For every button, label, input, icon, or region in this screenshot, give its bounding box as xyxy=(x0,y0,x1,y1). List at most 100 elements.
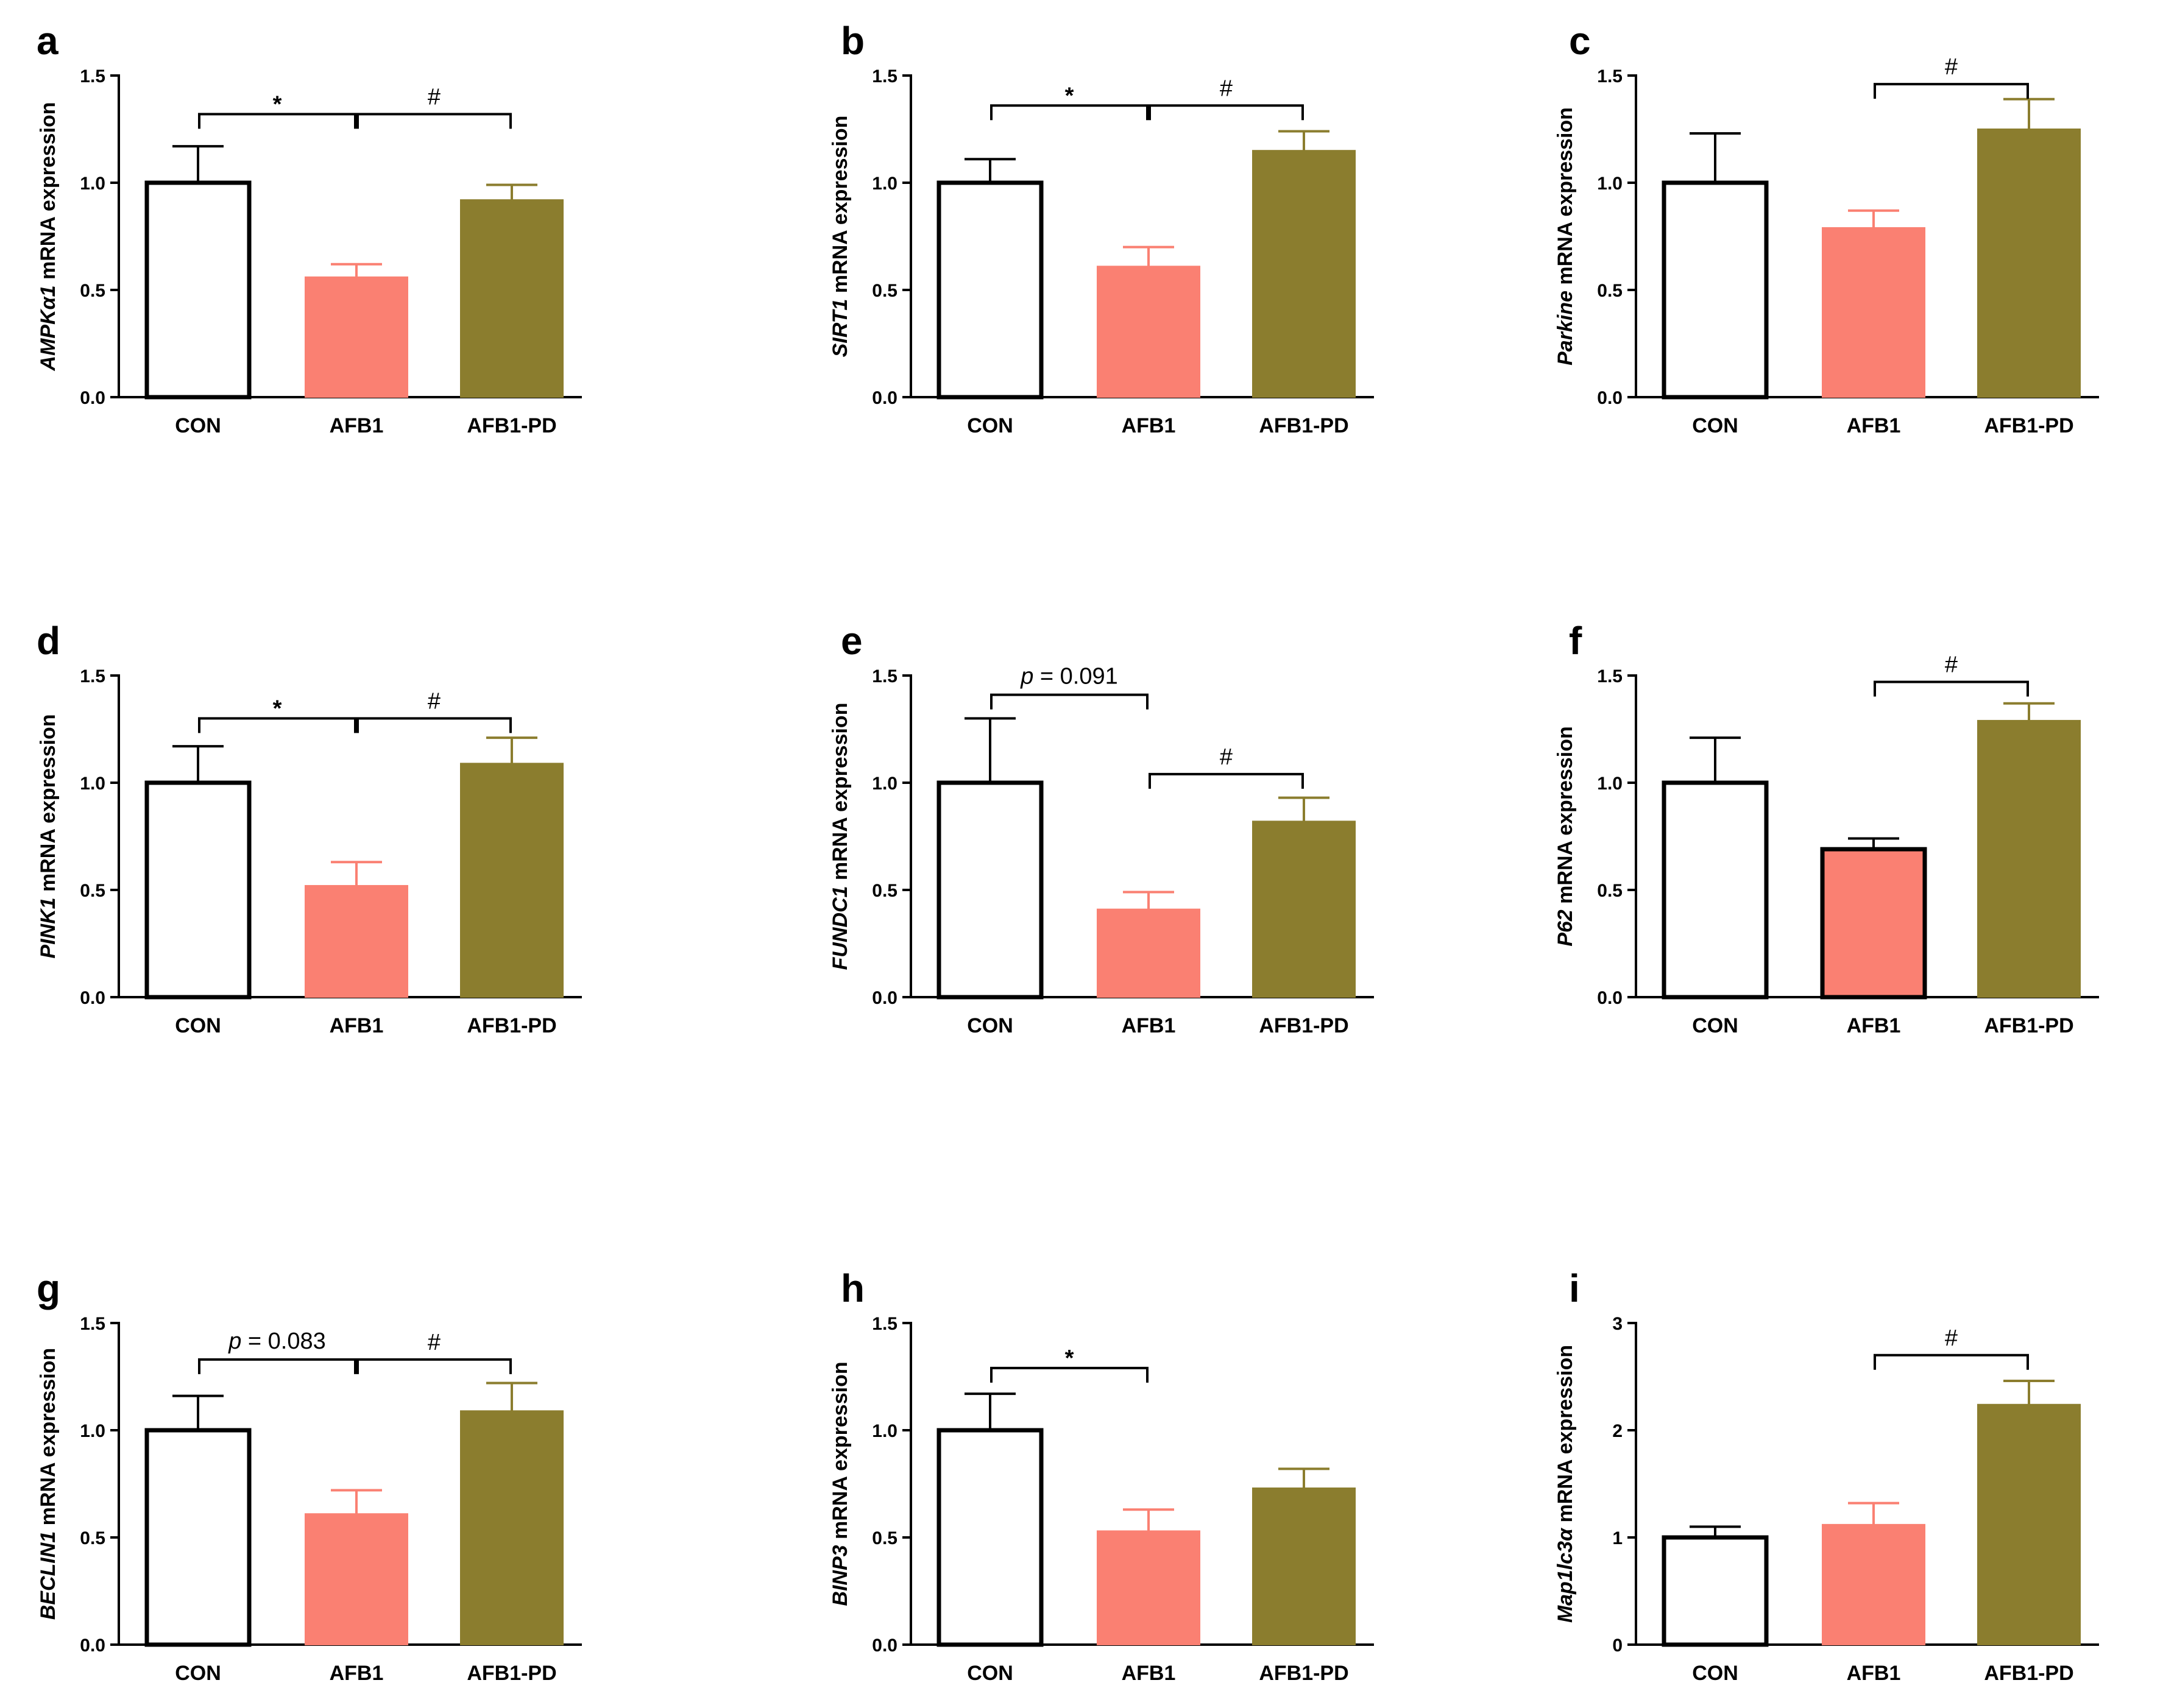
x-tick-label: AFB1 xyxy=(1122,414,1176,437)
significance-bracket xyxy=(356,113,512,129)
y-tick-label: 0.0 xyxy=(1597,988,1623,1008)
x-tick-label: AFB1 xyxy=(1122,1662,1176,1685)
y-tick-label: 1.5 xyxy=(80,666,105,686)
significance-bracket xyxy=(990,104,1149,121)
y-tick-label: 0.0 xyxy=(80,1636,105,1656)
chart-panel-h: h 0.0 0.5 1.0 1.5 BINP3 mRNA expression CON AFB… xyxy=(829,1266,1374,1685)
x-tick-label: AFB1-PD xyxy=(1984,414,2073,437)
y-tick-label: 2 xyxy=(1612,1421,1623,1441)
x-tick-label: AFB1-PD xyxy=(1259,1014,1348,1037)
y-tick-label: 1.0 xyxy=(872,174,897,194)
y-tick-label: 1.5 xyxy=(80,66,105,86)
panel-letter: h xyxy=(841,1266,865,1310)
bar-afb1 xyxy=(305,1513,408,1646)
y-axis-label: SIRT1 mRNA expression xyxy=(829,116,852,358)
y-tick-label: 0.5 xyxy=(1597,281,1623,301)
chart-panel-f: f 0.0 0.5 1.0 1.5 P62 mRNA expression CON AFB1 A… xyxy=(1554,619,2099,1037)
significance-hash: # xyxy=(1220,744,1233,770)
significance-bracket xyxy=(198,717,356,733)
x-tick-label: CON xyxy=(1692,1014,1738,1037)
chart-panel-a: a 0.0 0.5 1.0 1.5 AMPKα1 mRNA expression CON AF… xyxy=(37,19,582,437)
chart-panel-g: g 0.0 0.5 1.0 1.5 BECLIN1 mRNA expression CON A… xyxy=(37,1266,582,1685)
y-tick-label: 1.0 xyxy=(1597,774,1623,794)
bar-con xyxy=(144,180,252,400)
y-tick-label: 0.0 xyxy=(80,988,105,1008)
significance-star: * xyxy=(273,91,282,117)
y-tick-label: 0.0 xyxy=(872,388,897,408)
panel-letter: b xyxy=(841,19,865,63)
x-tick-label: CON xyxy=(175,1014,221,1037)
bar-con xyxy=(1662,180,1769,400)
bar-con xyxy=(1662,1535,1769,1647)
significance-hash: # xyxy=(1220,76,1233,101)
x-tick-label: AFB1-PD xyxy=(467,1014,556,1037)
significance-bracket xyxy=(990,1366,1149,1383)
significance-hash: # xyxy=(1945,54,1958,80)
p-value-label: p = 0.091 xyxy=(1020,664,1118,690)
chart-panel-e: e 0.0 0.5 1.0 1.5 FUNDC1 mRNA expression CON AF… xyxy=(829,619,1374,1037)
x-tick-label: AFB1 xyxy=(330,1662,384,1685)
x-tick-label: CON xyxy=(1692,414,1738,437)
p-value-label: p = 0.083 xyxy=(228,1329,326,1354)
significance-star: * xyxy=(1065,1346,1074,1371)
significance-bracket xyxy=(1874,680,2029,697)
y-axis-label: BECLIN1 mRNA expression xyxy=(37,1348,60,1620)
significance-bracket xyxy=(1149,772,1304,789)
panel-letter: c xyxy=(1569,19,1591,63)
significance-hash: # xyxy=(428,84,441,110)
panel-letter: g xyxy=(37,1266,60,1310)
significance-bracket xyxy=(1874,1353,2029,1370)
y-tick-label: 0.5 xyxy=(872,1528,897,1548)
significance-hash: # xyxy=(428,688,441,714)
significance-bracket xyxy=(990,693,1149,710)
panel-letter: e xyxy=(841,619,863,663)
y-axis-label: P62 mRNA expression xyxy=(1554,726,1577,947)
x-tick-label: AFB1-PD xyxy=(1259,1662,1348,1685)
x-tick-label: CON xyxy=(175,1662,221,1685)
significance-star: * xyxy=(1065,83,1074,108)
panel-letter: f xyxy=(1569,619,1582,663)
bar-con xyxy=(144,1428,252,1647)
bar-afb1 xyxy=(1097,908,1200,998)
bar-con xyxy=(936,180,1044,400)
x-tick-label: AFB1-PD xyxy=(1984,1014,2073,1037)
y-axis-label: BINP3 mRNA expression xyxy=(829,1361,852,1606)
bar-afb1-pd xyxy=(1252,820,1356,998)
bar-afb1 xyxy=(1097,266,1200,398)
x-tick-label: CON xyxy=(967,414,1013,437)
y-tick-label: 0.0 xyxy=(872,988,897,1008)
y-tick-label: 1.0 xyxy=(872,1421,897,1441)
y-tick-label: 1.5 xyxy=(872,1314,897,1334)
x-tick-label: AFB1-PD xyxy=(1259,414,1348,437)
bar-afb1 xyxy=(305,884,408,998)
y-tick-label: 1.0 xyxy=(80,1421,105,1441)
y-axis-label: Parkine mRNA expression xyxy=(1554,107,1577,365)
y-tick-label: 1.5 xyxy=(80,1314,105,1334)
bar-afb1-pd xyxy=(1977,719,2081,998)
panel-letter: a xyxy=(37,19,58,63)
y-tick-label: 0 xyxy=(1612,1636,1623,1656)
bar-afb1 xyxy=(305,276,408,398)
bar-con xyxy=(936,1428,1044,1647)
y-tick-label: 1.0 xyxy=(872,774,897,794)
y-tick-label: 3 xyxy=(1612,1314,1623,1334)
y-tick-label: 0.5 xyxy=(80,881,105,901)
bar-con xyxy=(936,780,1044,1000)
panel-letter: d xyxy=(37,619,60,663)
bar-con xyxy=(144,780,252,1000)
significance-star: * xyxy=(273,696,282,721)
significance-hash: # xyxy=(1945,1325,1958,1351)
x-tick-label: CON xyxy=(1692,1662,1738,1685)
y-tick-label: 1.5 xyxy=(872,66,897,86)
y-tick-label: 0.0 xyxy=(872,1636,897,1656)
significance-bracket xyxy=(1149,104,1304,121)
y-axis-label: PINK1 mRNA expression xyxy=(37,714,60,958)
bar-con xyxy=(1662,780,1769,1000)
x-tick-label: AFB1 xyxy=(1847,1662,1901,1685)
y-tick-label: 1.5 xyxy=(1597,66,1623,86)
bar-afb1 xyxy=(1822,1523,1925,1645)
y-axis-label: AMPKα1 mRNA expression xyxy=(37,102,60,371)
significance-bracket xyxy=(356,717,512,733)
significance-bracket xyxy=(1874,83,2029,99)
y-tick-label: 1 xyxy=(1612,1528,1623,1548)
